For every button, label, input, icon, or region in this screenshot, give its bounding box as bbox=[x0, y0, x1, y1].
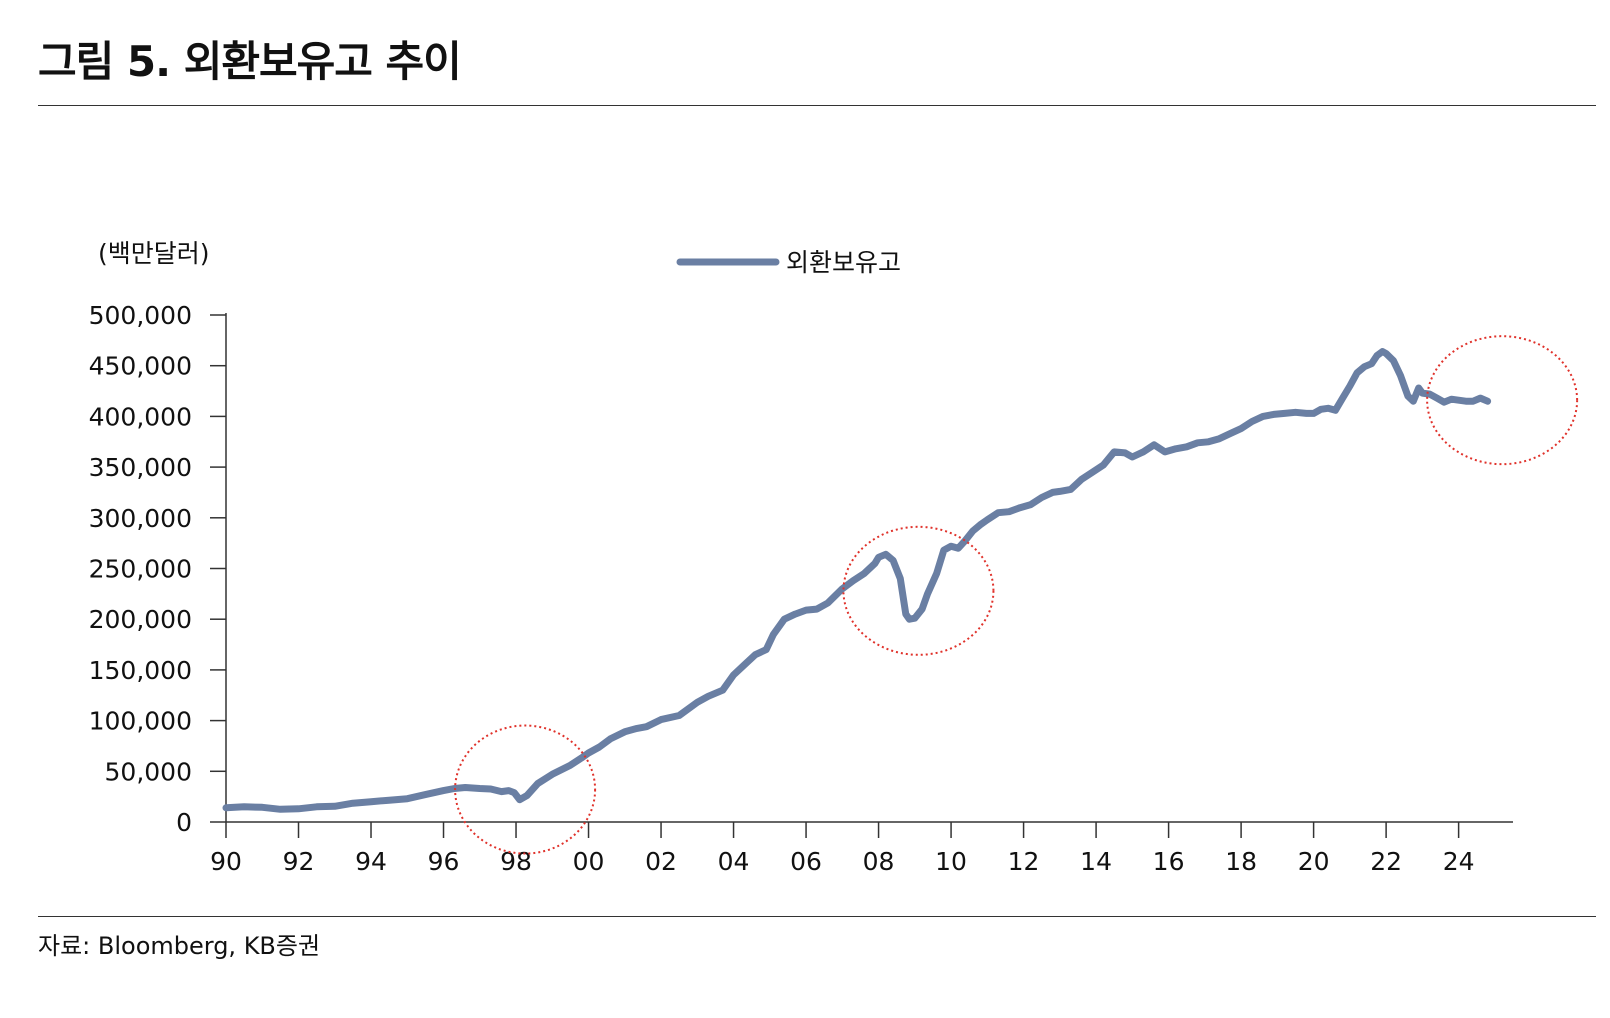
y-tick-label: 100,000 bbox=[89, 707, 192, 736]
x-tick-label: 96 bbox=[428, 847, 460, 876]
chart-axes bbox=[225, 313, 1513, 823]
y-tick-label: 0 bbox=[176, 808, 192, 837]
y-tick-label: 350,000 bbox=[89, 453, 192, 482]
source-note: 자료: Bloomberg, KB증권 bbox=[38, 932, 321, 960]
title-divider bbox=[38, 105, 1596, 106]
y-tick-label: 150,000 bbox=[89, 656, 192, 685]
y-tick-label: 200,000 bbox=[89, 605, 192, 634]
x-tick-label: 00 bbox=[573, 847, 605, 876]
x-tick-label: 04 bbox=[718, 847, 750, 876]
page-title: 그림 5. 외환보유고 추이 bbox=[38, 37, 462, 86]
y-tick-label: 50,000 bbox=[105, 757, 192, 786]
x-tick-label: 08 bbox=[863, 847, 895, 876]
series-group bbox=[222, 348, 1492, 813]
x-tick-label: 20 bbox=[1298, 847, 1330, 876]
x-tick-label: 24 bbox=[1443, 847, 1475, 876]
y-unit-label: (백만달러) bbox=[98, 239, 210, 268]
x-tick-label: 94 bbox=[355, 847, 387, 876]
y-tick-label: 250,000 bbox=[89, 555, 192, 584]
x-axis-ticks: 90 92 94 96 98 00 02 04 06 08 10 12 14 16 18 20 22 24 bbox=[210, 822, 1475, 876]
x-tick-label: 12 bbox=[1008, 847, 1040, 876]
x-tick-label: 98 bbox=[500, 847, 532, 876]
y-axis-ticks: 0 50,000 100,000 150,000 200,000 250,000 300,0… bbox=[89, 301, 226, 837]
legend-label: 외환보유고 bbox=[786, 248, 901, 277]
highlight-circles bbox=[454, 335, 1579, 855]
x-tick-label: 16 bbox=[1153, 847, 1185, 876]
y-tick-label: 400,000 bbox=[89, 402, 192, 431]
x-tick-label: 22 bbox=[1370, 847, 1402, 876]
chart-legend: 외환보유고 bbox=[676, 248, 901, 277]
highlight-circle bbox=[842, 525, 995, 656]
y-tick-label: 500,000 bbox=[89, 301, 192, 330]
highlight-circle bbox=[1426, 335, 1579, 466]
x-tick-label: 90 bbox=[210, 847, 242, 876]
x-tick-label: 06 bbox=[790, 847, 822, 876]
x-tick-label: 10 bbox=[935, 847, 967, 876]
x-tick-label: 92 bbox=[283, 847, 315, 876]
source-divider bbox=[38, 916, 1596, 917]
y-tick-label: 450,000 bbox=[89, 352, 192, 381]
x-tick-label: 14 bbox=[1080, 847, 1112, 876]
series-line-reserves bbox=[222, 348, 1492, 813]
y-tick-label: 300,000 bbox=[89, 504, 192, 533]
x-tick-label: 18 bbox=[1225, 847, 1257, 876]
highlight-circle bbox=[454, 724, 597, 855]
x-tick-label: 02 bbox=[645, 847, 677, 876]
